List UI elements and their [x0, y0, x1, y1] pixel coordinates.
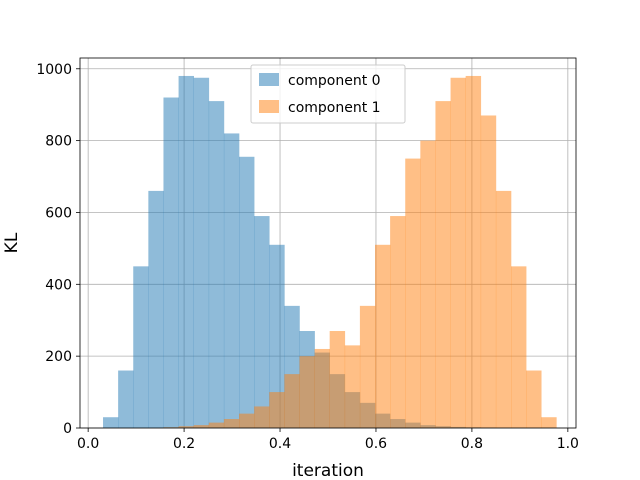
x-tick-label: 0.2	[173, 436, 195, 452]
y-tick-label: 600	[45, 205, 72, 221]
y-tick-label: 200	[45, 349, 72, 365]
histogram-bar-component-1	[193, 425, 210, 428]
histogram-bar-component-1	[390, 216, 406, 428]
plot-frame	[79, 57, 577, 429]
histogram-bar-component-0	[223, 133, 240, 428]
histogram-bar-component-1	[359, 305, 376, 428]
legend-box	[250, 64, 406, 124]
legend-label-component-1: component 1	[288, 100, 381, 116]
y-tick-label: 1000	[36, 62, 72, 78]
histogram-bar-component-1	[480, 115, 497, 428]
histogram-bar-component-1	[314, 348, 330, 428]
histogram-bar-component-1	[269, 392, 285, 428]
histogram-bar-component-0	[193, 77, 210, 429]
histogram-bar-component-1	[223, 419, 240, 428]
y-tick-label: 800	[45, 134, 72, 150]
histogram-bar-component-1	[239, 413, 255, 428]
histogram-bar-component-0	[239, 156, 255, 428]
x-tick-label: 1.0	[557, 436, 579, 452]
histogram-bar-component-1	[541, 417, 557, 428]
histogram-bar-component-0	[133, 266, 149, 428]
histogram-bar-component-0	[163, 97, 179, 429]
legend: component 0 component 1	[250, 64, 406, 124]
histogram-bar-component-1	[254, 406, 270, 428]
histogram-bar-component-1	[495, 190, 512, 428]
histogram-bar-component-0	[254, 216, 270, 428]
histogram-bar-component-1	[284, 374, 300, 428]
x-axis-label: iteration	[292, 461, 364, 480]
y-tick-label: 400	[45, 277, 72, 293]
histogram-bar-component-1	[450, 77, 466, 429]
histogram-bar-component-1	[405, 158, 421, 428]
bars	[103, 75, 557, 429]
histogram-bar-component-1	[178, 426, 194, 428]
histogram-bar-component-1	[511, 266, 527, 428]
histogram-bar-component-0	[118, 370, 134, 428]
histogram-bar-component-0	[103, 417, 119, 428]
legend-swatch-component-1	[259, 100, 279, 113]
histogram-bar-component-0	[178, 75, 194, 428]
x-tick-label: 0.0	[77, 436, 99, 452]
legend-label-component-0: component 0	[288, 73, 381, 89]
histogram-bar-component-1	[465, 75, 482, 428]
histogram-bar-component-0	[269, 244, 285, 428]
histogram-bar-component-1	[420, 140, 436, 429]
histogram-bar-component-1	[435, 101, 451, 428]
histogram-bar-component-1	[526, 370, 542, 428]
ticks: 0.0 0.2 0.4 0.6 0.8 1.0 0 200 400 600 800 1000	[36, 62, 579, 452]
histogram-bar-component-0	[148, 190, 164, 428]
x-tick-label: 0.8	[461, 436, 483, 452]
legend-swatch-component-0	[259, 73, 279, 86]
histogram-bar-component-1	[375, 244, 391, 428]
histogram-bar-component-1	[299, 356, 315, 428]
x-tick-label: 0.6	[365, 436, 387, 452]
histogram-bar-component-0	[208, 101, 225, 428]
histogram-bar-component-1	[329, 331, 346, 428]
x-tick-label: 0.4	[269, 436, 291, 452]
y-axis-label: KL	[2, 232, 22, 253]
y-tick-label: 0	[63, 421, 72, 437]
histogram-bar-component-1	[208, 422, 225, 428]
histogram-bar-component-1	[344, 345, 361, 428]
